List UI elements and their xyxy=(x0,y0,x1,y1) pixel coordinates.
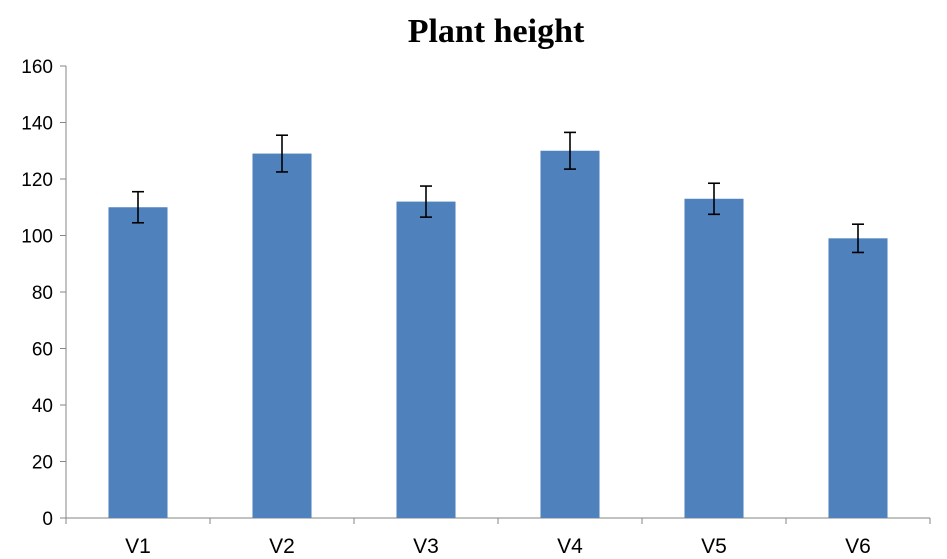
y-tick-label: 40 xyxy=(32,396,53,417)
error-bars-group xyxy=(132,131,864,254)
bar-v5 xyxy=(684,198,744,518)
error-bar-v5 xyxy=(708,182,720,216)
x-tick-label: V6 xyxy=(845,535,871,558)
bars-group xyxy=(108,150,888,518)
error-bar-v2 xyxy=(276,134,288,173)
x-tick-label: V2 xyxy=(269,535,295,558)
y-tick-label: 100 xyxy=(21,227,53,248)
x-tick-label: V5 xyxy=(701,535,727,558)
y-tick-label: 120 xyxy=(21,170,53,191)
x-tick-label: V4 xyxy=(557,535,583,558)
x-axis: V1 V2 V3 V4 V5 V6 xyxy=(65,517,931,558)
bar-v3 xyxy=(396,201,456,518)
error-bar-v6 xyxy=(852,223,864,254)
x-tick-label: V3 xyxy=(413,535,439,558)
chart-title: Plant height xyxy=(408,13,585,50)
y-tick-label: 80 xyxy=(32,283,53,304)
bar-v6 xyxy=(828,238,888,518)
error-bar-v4 xyxy=(564,131,576,170)
y-tick-label: 60 xyxy=(32,340,53,361)
bar-v1 xyxy=(108,207,168,518)
y-tick-label: 20 xyxy=(32,453,53,474)
y-axis: 0 20 40 60 80 100 120 140 160 xyxy=(21,57,67,530)
y-tick-label: 140 xyxy=(21,114,53,135)
bar-v4 xyxy=(540,150,600,518)
error-bar-v3 xyxy=(420,185,432,218)
bar-v2 xyxy=(252,153,312,518)
error-bar-v1 xyxy=(132,190,144,224)
y-tick-label: 0 xyxy=(42,509,53,530)
x-tick-label: V1 xyxy=(125,535,151,558)
y-tick-label: 160 xyxy=(21,57,53,78)
